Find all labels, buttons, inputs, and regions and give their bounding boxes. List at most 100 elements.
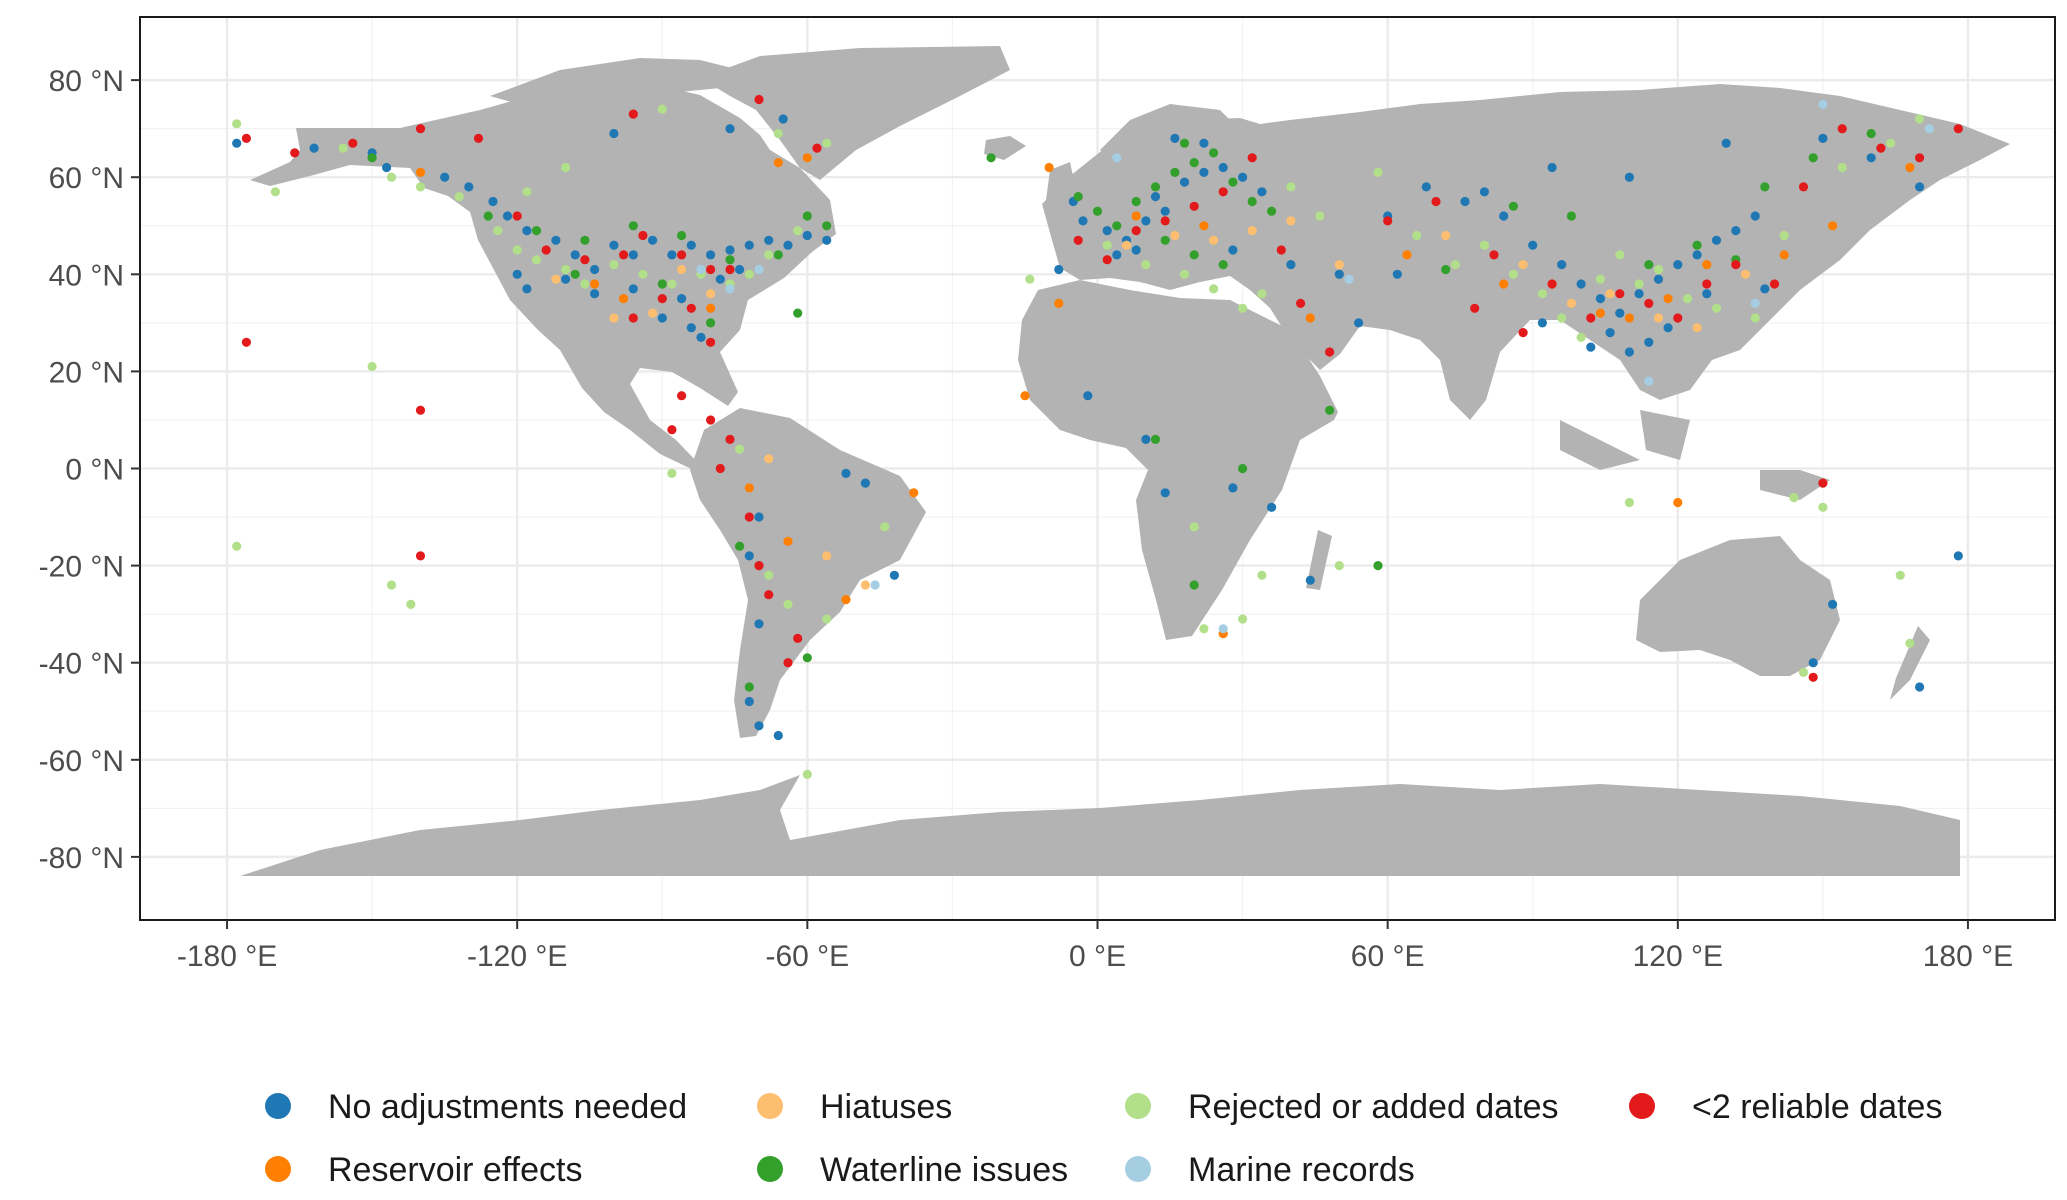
data-point <box>1286 216 1296 226</box>
data-point <box>1025 274 1035 284</box>
data-point <box>706 337 716 347</box>
data-point <box>802 653 812 663</box>
data-point <box>1692 323 1702 333</box>
data-point <box>1209 148 1219 158</box>
data-point <box>619 250 629 260</box>
data-point <box>1595 308 1605 318</box>
data-point <box>1102 240 1112 250</box>
data-point <box>754 512 764 522</box>
y-tick-label: -40 °N <box>39 648 124 681</box>
data-point <box>1837 124 1847 134</box>
data-point <box>1644 337 1654 347</box>
data-point <box>609 240 619 250</box>
data-point <box>909 488 919 498</box>
data-point <box>1354 318 1364 328</box>
data-point <box>735 264 745 275</box>
data-point <box>473 133 484 143</box>
data-point <box>1692 240 1702 250</box>
data-point <box>841 595 851 605</box>
data-point <box>1779 230 1789 241</box>
data-point <box>1663 323 1673 333</box>
y-axis: 80 °N 60 °N 40 °N 20 °N 0 °N -20 °N -40 °N -60 … <box>39 65 140 875</box>
data-point <box>1508 201 1518 211</box>
data-point <box>406 599 416 610</box>
data-point <box>1624 347 1634 357</box>
data-point <box>1218 624 1228 634</box>
legend-key <box>265 1156 291 1182</box>
x-tick-label: -180 °E <box>177 940 277 973</box>
data-point <box>1702 289 1712 299</box>
data-point <box>512 211 522 221</box>
data-point <box>657 313 667 323</box>
legend-item-reservoir: Reservoir effects <box>265 1151 582 1189</box>
data-point <box>619 294 629 304</box>
y-tick-label: 0 °N <box>65 454 124 487</box>
data-point <box>657 294 667 304</box>
data-point <box>415 124 426 134</box>
data-point <box>1199 138 1209 148</box>
data-point <box>706 250 716 260</box>
data-point <box>1557 260 1567 270</box>
data-point <box>1905 638 1915 648</box>
data-point <box>628 250 638 260</box>
data-point <box>706 289 716 299</box>
legend-key <box>757 1093 783 1119</box>
legend-item-waterline: Waterline issues <box>757 1151 1068 1189</box>
data-point <box>1189 580 1199 590</box>
data-point <box>1247 196 1257 207</box>
data-point <box>1576 332 1586 342</box>
data-point <box>1866 153 1876 163</box>
data-point <box>1179 177 1190 187</box>
data-point <box>1170 133 1180 143</box>
data-point <box>822 235 832 245</box>
data-point <box>1150 182 1161 192</box>
data-point <box>1769 279 1780 289</box>
data-point <box>735 444 745 454</box>
data-point <box>744 682 754 692</box>
data-point <box>715 463 725 474</box>
land-greenland <box>700 46 1010 180</box>
y-tick-label: 60 °N <box>49 162 124 195</box>
grid-major <box>140 17 2055 920</box>
data-point <box>706 318 716 328</box>
data-point <box>1479 240 1489 250</box>
data-point <box>744 512 754 522</box>
legend-item-marine: Marine records <box>1125 1151 1415 1189</box>
data-point <box>1160 216 1170 226</box>
data-point <box>1818 99 1828 109</box>
data-point <box>512 269 522 279</box>
data-point <box>1431 196 1441 207</box>
data-point <box>1102 226 1112 236</box>
data-point <box>783 536 793 546</box>
data-point <box>440 172 450 182</box>
data-point <box>1750 298 1760 308</box>
data-point <box>232 541 242 551</box>
data-point <box>1702 279 1712 289</box>
data-point <box>706 303 716 313</box>
data-point <box>1605 328 1615 338</box>
data-point <box>1615 289 1625 299</box>
data-point <box>1044 162 1054 173</box>
data-point <box>793 308 803 318</box>
data-point <box>1218 187 1228 197</box>
data-point <box>1644 298 1654 308</box>
data-point <box>628 313 638 323</box>
data-point <box>1586 313 1596 323</box>
data-point <box>1615 308 1625 318</box>
data-point <box>686 240 696 250</box>
data-point <box>1731 260 1741 270</box>
y-tick-label: 20 °N <box>49 356 124 389</box>
data-point <box>778 114 788 124</box>
land-eurasia <box>1042 84 2010 420</box>
y-tick-label: -60 °N <box>39 745 124 778</box>
data-point <box>822 614 832 624</box>
data-point <box>483 211 493 221</box>
legend-item-hiatus: Hiatuses <box>757 1088 952 1126</box>
data-point <box>386 172 397 182</box>
data-point <box>609 128 619 139</box>
data-point <box>1112 250 1122 260</box>
data-point <box>415 405 426 415</box>
data-point <box>1915 153 1925 163</box>
data-point <box>522 226 532 236</box>
